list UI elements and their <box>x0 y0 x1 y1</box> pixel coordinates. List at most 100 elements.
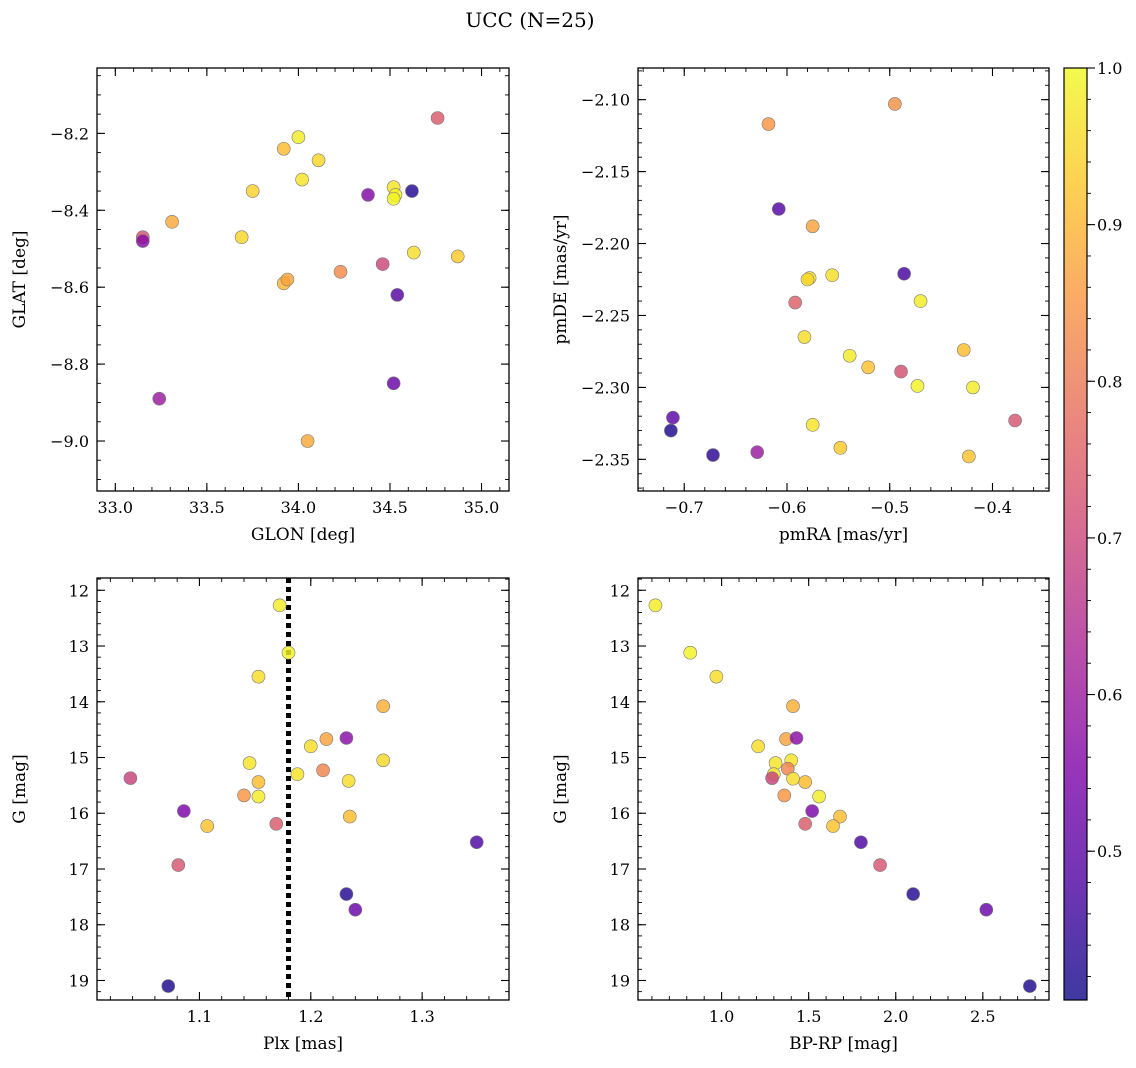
scatter-point <box>683 645 698 660</box>
x-tick-label: 34.5 <box>372 498 408 517</box>
scatter-point <box>200 819 215 833</box>
scatter-point <box>897 266 911 281</box>
colorbar-tick-label: 0.8 <box>1097 372 1122 391</box>
y-tick-label: 19 <box>610 971 630 990</box>
x-tick-label: 35.0 <box>464 498 500 517</box>
scatter-point <box>666 410 680 425</box>
y-tick-label: −2.25 <box>581 306 630 325</box>
y-tick-label: 12 <box>69 581 89 600</box>
scatter-point <box>276 141 291 156</box>
scatter-point <box>386 191 401 206</box>
scatter-point <box>777 788 792 803</box>
x-tick-label: 2.5 <box>970 1007 995 1026</box>
scatter-point <box>761 117 776 131</box>
scatter-point <box>962 449 976 464</box>
scatter-point <box>800 272 815 287</box>
x-tick-label: −0.7 <box>665 498 704 517</box>
y-axis-label: G [mag] <box>10 754 30 823</box>
scatter-point <box>376 699 390 714</box>
scatter-point <box>812 789 826 804</box>
scatter-point <box>888 97 902 111</box>
scatter-point <box>751 739 765 754</box>
y-tick-label: 19 <box>69 971 89 990</box>
scatter-point <box>234 230 249 244</box>
scatter-point <box>750 445 764 459</box>
scatter-point <box>251 669 266 684</box>
scatter-point <box>386 376 401 391</box>
scatter-point <box>906 887 920 901</box>
scatter-point <box>788 295 803 310</box>
scatter-point <box>469 835 484 850</box>
x-axis-label: pmRA [mas/yr] <box>779 525 908 545</box>
scatter-point <box>966 380 980 395</box>
scatter-point <box>339 887 354 901</box>
y-tick-label: −8.8 <box>50 355 89 374</box>
scatter-point <box>280 272 295 287</box>
scatter-point <box>894 364 908 379</box>
scatter-point <box>269 817 284 831</box>
scatter-point <box>833 809 847 824</box>
scatter-point <box>709 669 724 684</box>
scatter-point <box>826 819 840 833</box>
y-tick-label: −8.4 <box>50 201 89 220</box>
y-tick-label: 16 <box>610 804 630 823</box>
scatter-point <box>648 598 663 613</box>
x-tick-label: 1.3 <box>409 1007 434 1026</box>
scatter-point <box>348 902 363 917</box>
scatter-point <box>1023 979 1037 993</box>
y-tick-label: 13 <box>69 637 89 656</box>
x-tick-label: −0.4 <box>973 498 1012 517</box>
colorbar-tick-label: 0.7 <box>1097 529 1122 548</box>
axes-frame <box>637 67 1050 492</box>
scatter-point <box>342 809 357 824</box>
scatter-point <box>339 731 354 745</box>
scatter-point <box>873 858 887 872</box>
scatter-point <box>406 245 421 260</box>
y-tick-label: 18 <box>69 916 89 935</box>
y-axis-label: G [mag] <box>551 754 571 823</box>
scatter-point <box>290 767 305 782</box>
y-tick-label: −8.2 <box>50 124 89 143</box>
y-tick-label: 12 <box>610 581 630 600</box>
scatter-point <box>979 902 994 917</box>
y-tick-label: −8.6 <box>50 278 89 297</box>
scatter-point <box>805 418 820 432</box>
scatter-point <box>135 234 150 248</box>
axes-frame <box>96 67 510 492</box>
scatter-point <box>771 202 786 216</box>
panel-plx-g: 1.1 1.2 1.3 12 13 14 15 16 17 18 19 Plx [mas] G [mag… <box>10 577 510 1054</box>
scatter-point <box>664 423 678 438</box>
scatter-point <box>910 379 925 393</box>
scatter-point <box>341 774 356 788</box>
scatter-point <box>1008 413 1022 428</box>
scatter-point <box>706 448 720 462</box>
y-tick-label: 13 <box>610 637 630 656</box>
scatter-point <box>165 215 179 229</box>
scatter-point <box>123 771 138 785</box>
colorbar-tick-label: 0.6 <box>1097 686 1122 705</box>
scatter-point <box>291 130 306 145</box>
scatter-point <box>854 835 868 850</box>
y-tick-label: −9.0 <box>50 432 89 451</box>
y-tick-label: 15 <box>69 749 89 768</box>
y-tick-label: 18 <box>610 916 630 935</box>
scatter-point <box>237 788 251 803</box>
scatter-point <box>161 979 176 993</box>
scatter-point <box>913 294 928 308</box>
scatter-point <box>833 441 848 455</box>
scatter-point <box>316 763 330 778</box>
scatter-point <box>797 330 812 344</box>
x-tick-label: 1.0 <box>709 1007 734 1026</box>
scatter-point <box>251 789 266 804</box>
x-tick-label: −0.6 <box>768 498 807 517</box>
scatter-point <box>245 184 260 198</box>
y-tick-label: −2.35 <box>581 450 630 469</box>
scatter-point <box>786 699 800 714</box>
scatter-point <box>861 360 875 375</box>
scatter-point <box>242 756 257 770</box>
scatter-point <box>450 249 465 264</box>
scatter-point <box>319 732 334 746</box>
x-tick-label: 34.0 <box>281 498 317 517</box>
y-tick-label: −2.30 <box>581 378 630 397</box>
x-tick-label: 1.5 <box>796 1007 821 1026</box>
